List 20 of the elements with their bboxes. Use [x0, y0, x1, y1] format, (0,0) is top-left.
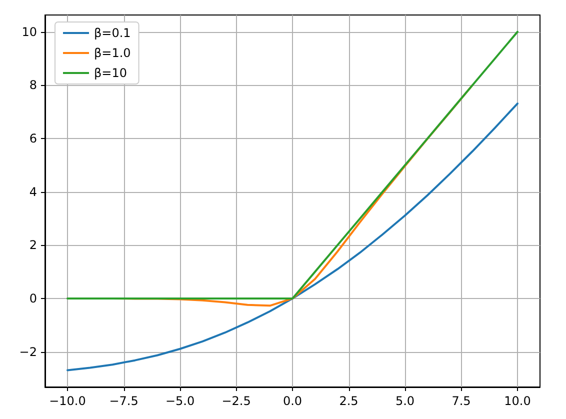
legend-label: β=10 [94, 66, 127, 80]
line-series [66, 102, 518, 372]
y-tick-label: 10 [22, 24, 37, 39]
x-tick-label: −10.0 [49, 394, 86, 408]
x-tick-label: 0.0 [282, 394, 302, 408]
x-tick-label: −5.0 [165, 394, 195, 408]
x-tick-label: 10.0 [504, 394, 531, 408]
x-tick-label: −2.5 [222, 394, 251, 408]
legend-label: β=0.1 [94, 26, 131, 40]
x-tick-label: −7.5 [109, 394, 138, 408]
x-tick-label: 7.5 [452, 394, 471, 408]
legend-label: β=1.0 [94, 46, 131, 60]
y-tick-label: 8 [29, 78, 37, 92]
x-tick-label: 2.5 [339, 394, 358, 408]
y-tick-label: 6 [29, 131, 37, 146]
y-tick-label: 0 [29, 291, 37, 306]
y-tick-label: 4 [29, 184, 37, 199]
y-tick-label: −2 [19, 344, 37, 359]
x-tick-label: 5.0 [395, 394, 415, 408]
y-tick-label: 2 [29, 238, 37, 252]
